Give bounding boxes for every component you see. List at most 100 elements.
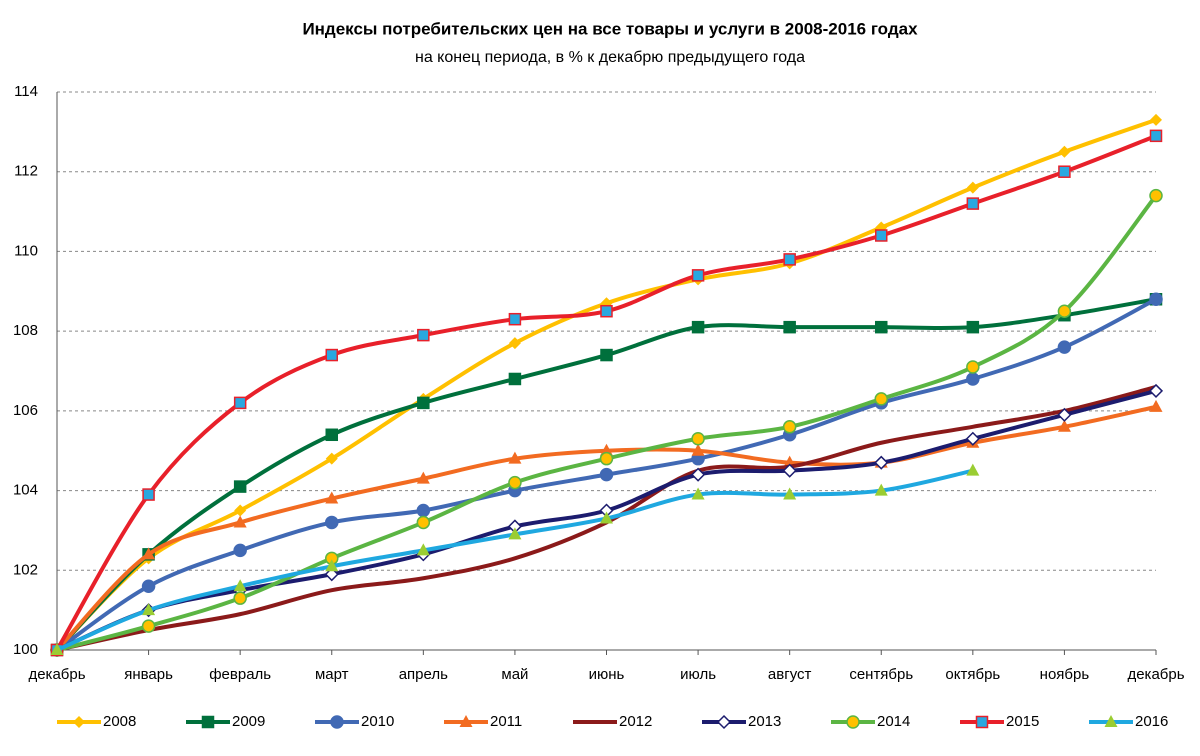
data-point [691, 467, 706, 482]
legend-marker [73, 716, 85, 728]
data-point [50, 643, 64, 655]
data-point [1149, 129, 1163, 143]
data-point [325, 452, 338, 465]
data-point [966, 372, 980, 386]
data-point [233, 543, 247, 558]
legend-marker [330, 715, 344, 729]
data-point [416, 543, 430, 556]
x-tick-label: октябрь [945, 666, 1000, 683]
data-point [142, 603, 156, 616]
y-tick-label: 102 [13, 561, 38, 578]
data-point [599, 451, 614, 466]
x-tick-label: март [315, 666, 349, 683]
data-point [691, 432, 705, 446]
data-point [508, 451, 522, 464]
legend-marker [716, 714, 732, 730]
data-point [508, 475, 522, 490]
data-point [325, 428, 338, 442]
data-point [782, 420, 797, 434]
data-point [874, 483, 888, 496]
data-point [600, 511, 613, 524]
data-point [1149, 399, 1163, 412]
data-point [600, 443, 613, 456]
x-tick-label: июнь [589, 666, 625, 683]
y-tick-label: 106 [13, 402, 38, 419]
data-point [600, 304, 613, 318]
legend-label: 2016 [1135, 713, 1168, 730]
data-point [142, 488, 155, 501]
data-point [233, 591, 247, 605]
data-point [599, 467, 614, 482]
data-point [966, 320, 980, 334]
data-point [416, 471, 430, 484]
chart-title: Индексы потребительских цен на все товар… [302, 19, 918, 38]
data-point [417, 328, 430, 342]
y-tick-label: 108 [13, 322, 38, 339]
data-point [325, 515, 339, 530]
data-point [233, 480, 247, 493]
x-tick-label: август [768, 666, 812, 683]
data-point [1057, 407, 1072, 422]
data-point [233, 515, 247, 528]
data-point [234, 504, 247, 517]
data-point [416, 503, 431, 518]
data-point [782, 463, 797, 478]
data-point [142, 547, 156, 560]
data-point [874, 392, 888, 406]
legend-label: 2008 [103, 713, 136, 730]
data-point [508, 312, 522, 326]
legend-label: 2015 [1006, 713, 1039, 730]
data-point [875, 320, 888, 334]
data-point [233, 579, 247, 592]
x-tick-label: май [501, 666, 528, 683]
data-point [325, 348, 338, 362]
legend-label: 2011 [490, 713, 522, 730]
x-tick-label: февраль [209, 666, 271, 683]
data-point [508, 527, 522, 540]
data-point [783, 487, 797, 500]
legend-marker [1104, 715, 1118, 727]
data-point [966, 181, 979, 194]
data-point [691, 320, 705, 334]
series-line [55, 404, 1157, 652]
data-point [600, 348, 613, 362]
data-point [1058, 145, 1071, 158]
legend-label: 2010 [361, 713, 394, 730]
x-tick-label: январь [124, 666, 173, 683]
legend-label: 2014 [877, 713, 910, 730]
y-tick-label: 104 [13, 482, 38, 499]
y-tick-label: 112 [14, 163, 38, 180]
data-point [1149, 188, 1163, 203]
data-point [1058, 165, 1071, 178]
x-tick-label: апрель [399, 666, 448, 683]
data-point [965, 431, 980, 446]
data-point [966, 197, 980, 210]
data-point [508, 337, 521, 350]
data-point [783, 253, 796, 266]
data-point [874, 455, 889, 470]
y-tick-label: 110 [14, 242, 38, 259]
legend-label: 2009 [232, 713, 265, 730]
legend-label: 2012 [619, 713, 652, 730]
series-line [55, 133, 1157, 652]
x-tick-label: декабрь [28, 666, 85, 683]
data-point [141, 579, 156, 593]
legend-marker [459, 715, 473, 727]
x-tick-label: июль [680, 666, 716, 683]
legend-marker [975, 715, 989, 729]
data-point [416, 515, 431, 530]
data-point [691, 443, 705, 456]
data-point [508, 372, 522, 386]
data-point [1149, 292, 1163, 307]
y-tick-label: 100 [13, 641, 38, 658]
data-point [875, 229, 888, 242]
data-point [1057, 340, 1072, 354]
data-point [325, 491, 339, 504]
data-point [233, 396, 247, 410]
legend-marker [201, 715, 215, 729]
data-point [1057, 419, 1071, 432]
y-tick-label: 114 [14, 83, 38, 100]
data-point [1148, 383, 1164, 398]
x-tick-label: ноябрь [1040, 666, 1090, 683]
